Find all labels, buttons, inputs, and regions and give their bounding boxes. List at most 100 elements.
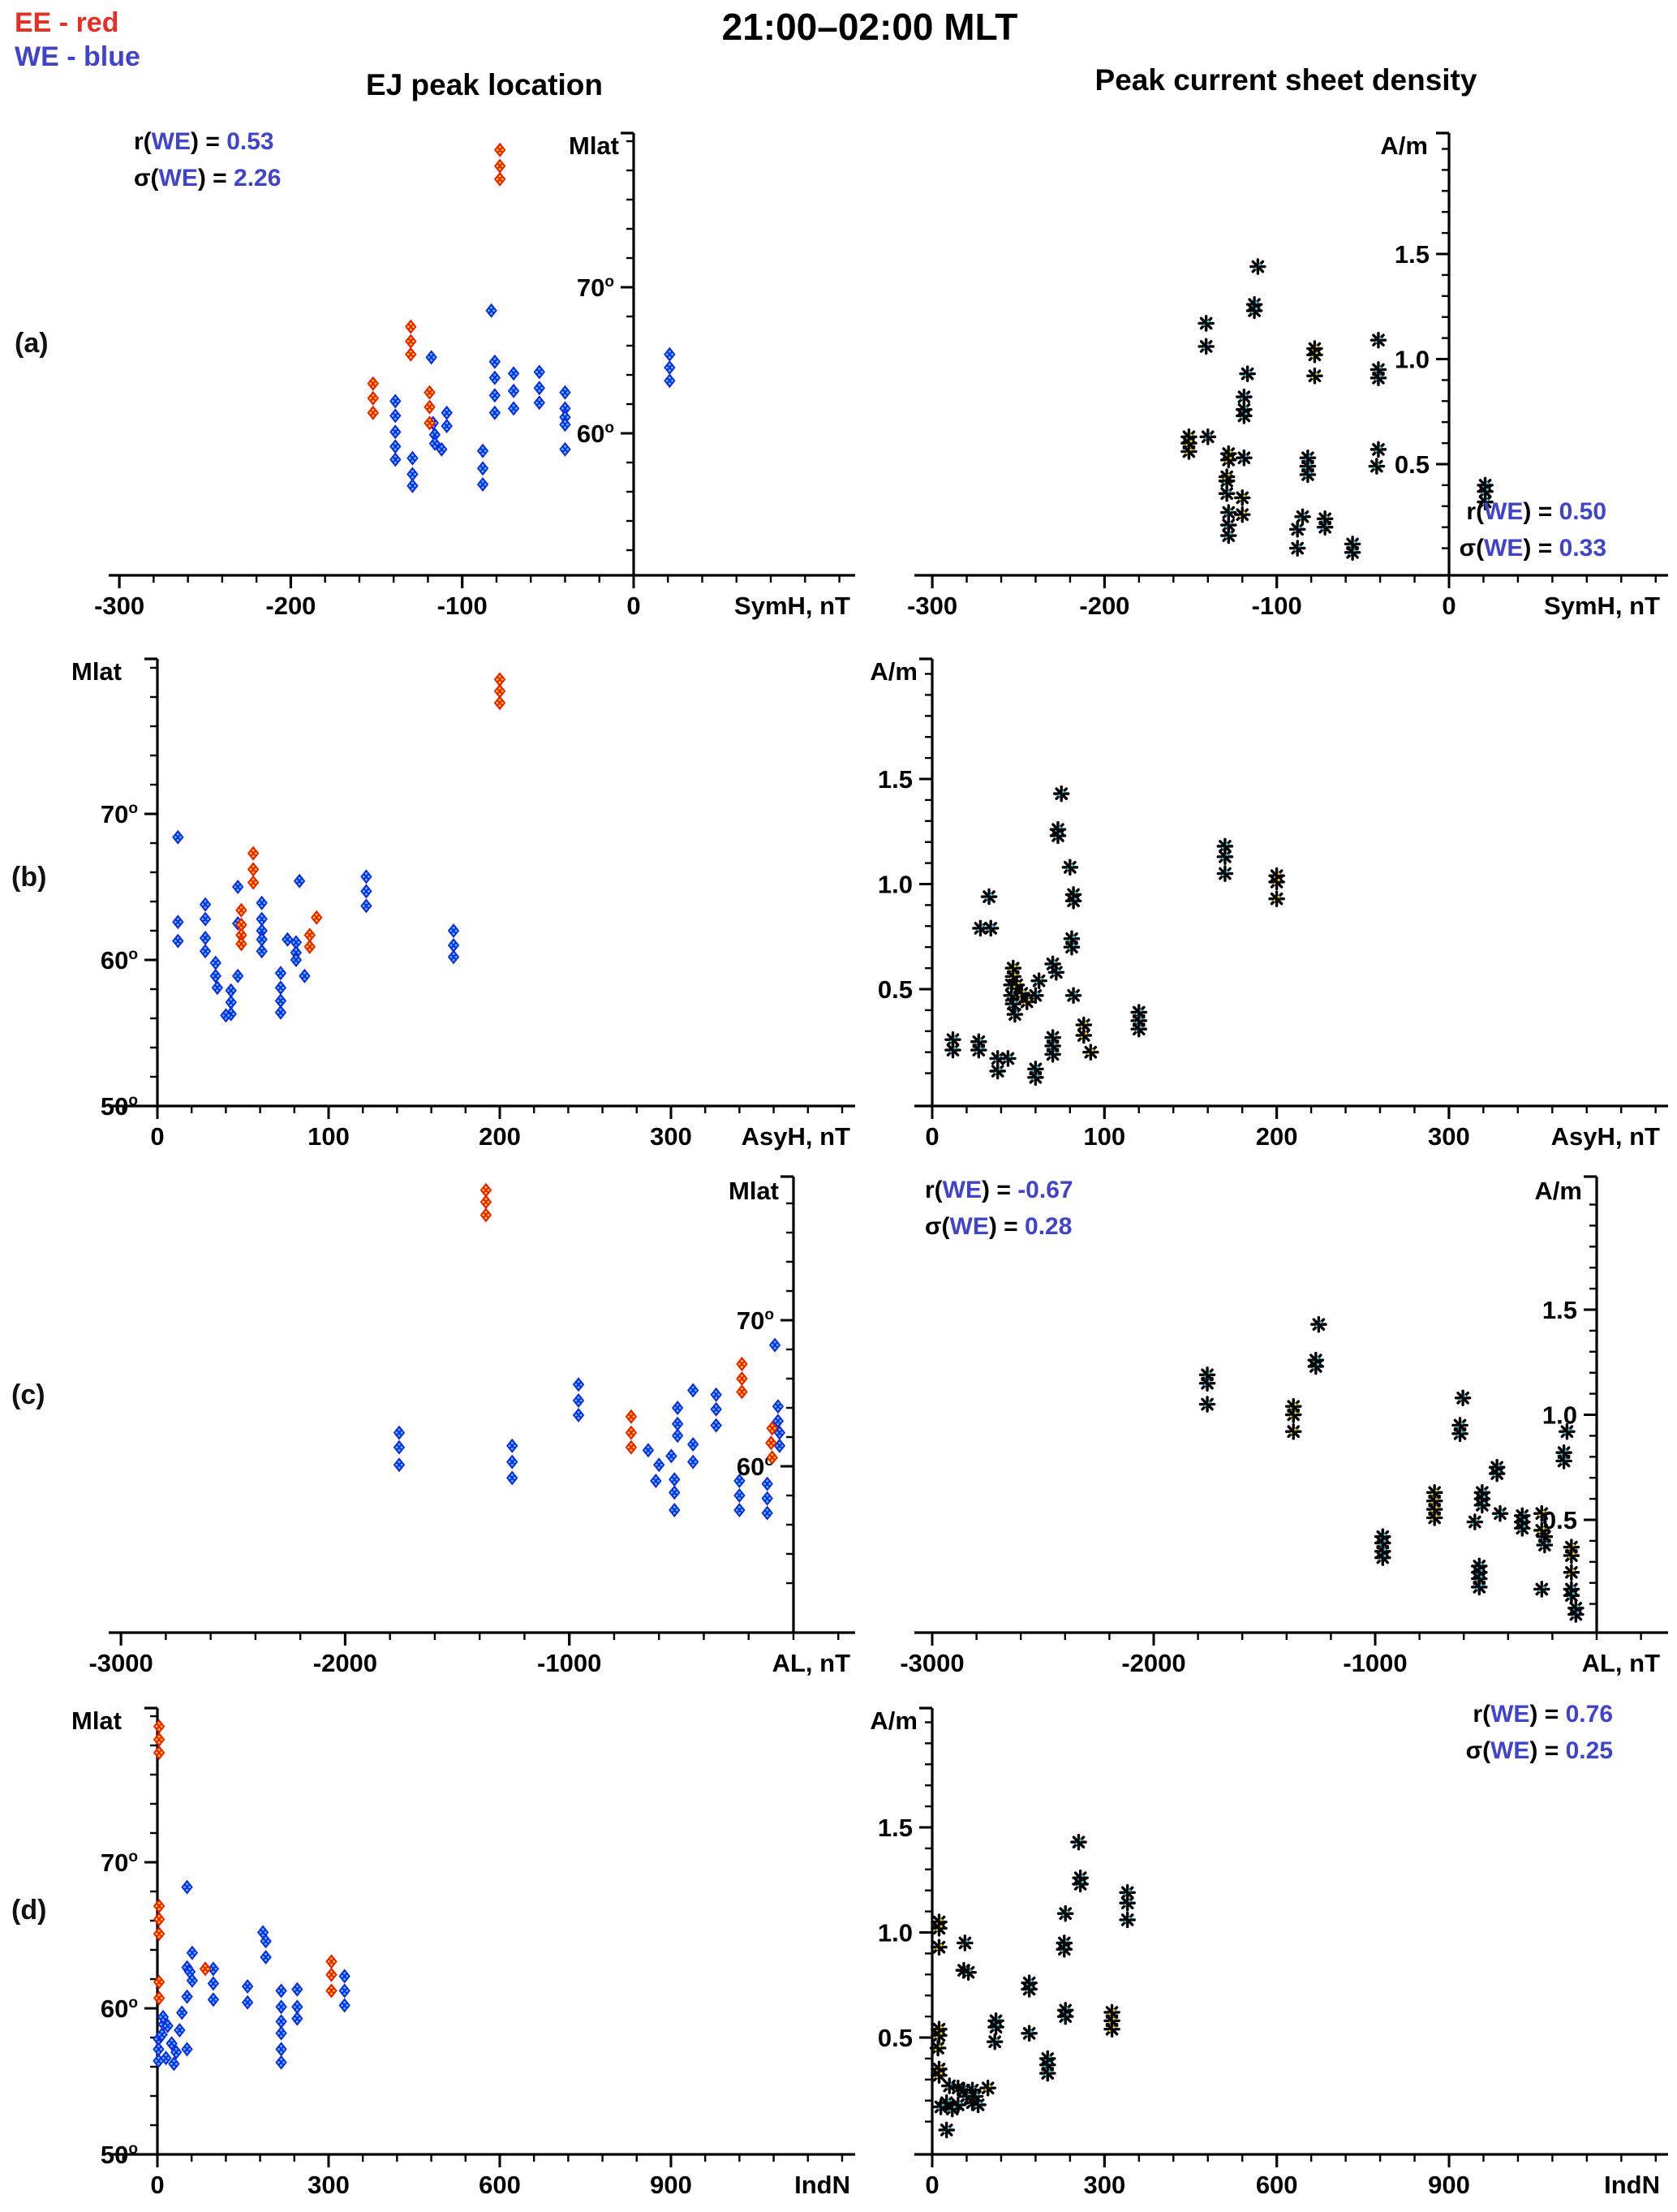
x-tick-label: -3000 [900, 1649, 964, 1677]
data-point-diamond [424, 415, 436, 431]
x-tick-label: 900 [1428, 2171, 1470, 2199]
series-we-a-left [389, 303, 676, 493]
x-axis-title: IndN [794, 2171, 850, 2199]
y-tick-label: 70o [101, 1848, 138, 1877]
data-point-diamond [247, 875, 260, 890]
data-point-diamond [367, 376, 380, 391]
column-header-right: Peak current sheet density [1094, 63, 1477, 97]
panel-c-right: -3000 -2000 -1000 AL, nT1.51.00.5A/m [900, 1175, 1668, 1677]
data-point-diamond [174, 2023, 186, 2038]
y-tick-label: 60o [101, 1995, 138, 2023]
data-point-diamond [389, 439, 402, 454]
data-point-diamond [256, 923, 268, 938]
y-tick-label: 1.5 [1542, 1296, 1577, 1324]
data-point-asterisk [1119, 1911, 1136, 1929]
y-tick-label: 60o [577, 420, 614, 448]
data-point-diamond [247, 846, 260, 861]
data-point-asterisk [1239, 365, 1256, 382]
data-point-diamond [476, 443, 489, 458]
x-tick-label: 600 [479, 2171, 521, 2199]
data-point-asterisk [1284, 1406, 1302, 1423]
data-point-diamond [664, 373, 676, 389]
data-point-diamond [389, 394, 402, 409]
data-point-diamond [235, 902, 247, 918]
data-point-diamond [156, 2027, 168, 2042]
data-point-asterisk [1307, 1358, 1325, 1375]
data-point-asterisk [944, 1041, 961, 1059]
data-point-diamond [572, 1408, 585, 1422]
y-axis-title: Mlat [729, 1177, 779, 1205]
data-point-diamond [493, 683, 506, 699]
series-ee-d-right [929, 1913, 1120, 2097]
data-point-asterisk [1473, 1496, 1491, 1514]
x-axis-title: AsyH, nT [1551, 1122, 1660, 1151]
data-point-asterisk [1513, 1520, 1531, 1537]
data-point-diamond [710, 1401, 722, 1417]
data-point-asterisk [1119, 1883, 1136, 1901]
data-point-asterisk [1233, 489, 1251, 506]
data-point-diamond [161, 2018, 174, 2033]
data-point-diamond [274, 980, 287, 996]
data-point-diamond [669, 1472, 681, 1487]
x-axis-title: AL, nT [772, 1649, 850, 1677]
data-point-diamond [274, 966, 287, 981]
data-point-diamond [406, 450, 419, 466]
data-point-diamond [506, 1454, 518, 1470]
data-point-diamond [493, 158, 506, 174]
x-axis-title: SymH, nT [734, 592, 850, 620]
data-point-diamond [533, 381, 545, 396]
data-point-asterisk [970, 1041, 987, 1059]
data-point-asterisk [1466, 1513, 1484, 1530]
data-point-asterisk [1533, 1581, 1550, 1598]
data-point-diamond [687, 1437, 699, 1452]
data-point-asterisk [1344, 544, 1361, 562]
data-point-diamond [153, 1732, 166, 1747]
data-point-diamond [405, 334, 417, 349]
data-point-asterisk [1044, 1045, 1061, 1063]
data-point-diamond [488, 370, 501, 385]
data-point-asterisk [1219, 527, 1237, 544]
y-tick-label: 70o [737, 1306, 774, 1335]
data-point-diamond [625, 1425, 638, 1440]
data-point-diamond [290, 953, 303, 967]
data-point-diamond [406, 478, 419, 493]
legend-ee: EE - red [15, 7, 119, 38]
data-point-diamond [559, 417, 571, 433]
row-label-a: (a) [15, 328, 49, 359]
data-point-asterisk [1310, 1315, 1327, 1333]
data-point-diamond [765, 1435, 777, 1451]
data-point-diamond [493, 142, 506, 157]
data-point-diamond [172, 914, 184, 930]
y-tick-label: 1.0 [878, 871, 913, 899]
data-point-asterisk [1306, 367, 1323, 385]
data-point-diamond [183, 1965, 196, 1979]
x-axis-title: AL, nT [1582, 1649, 1660, 1677]
annotation-panel-a: r(WE) = 0.53 σ(WE) = 2.26 [134, 123, 281, 196]
data-point-diamond [293, 873, 306, 889]
data-point-diamond [424, 385, 436, 400]
data-point-asterisk [1216, 848, 1234, 866]
data-point-diamond [153, 1899, 166, 1913]
data-point-diamond [153, 1974, 166, 1990]
y-tick-label: 1.5 [1395, 240, 1430, 269]
data-point-asterisk [960, 1964, 977, 1982]
data-point-diamond [209, 955, 221, 970]
annotation-panel-d: r(WE) = 0.76 σ(WE) = 0.25 [1331, 1696, 1613, 1769]
data-point-asterisk [1370, 369, 1387, 387]
data-point-diamond [393, 1457, 406, 1473]
data-point-asterisk [1284, 1422, 1302, 1440]
data-point-asterisk [987, 2018, 1004, 2036]
annotation-r-line: r(WE) = 0.50 [1466, 498, 1606, 525]
data-point-asterisk [1006, 1005, 1024, 1023]
data-point-diamond [275, 2014, 287, 2029]
x-tick-label: -100 [437, 592, 488, 620]
data-point-diamond [493, 672, 506, 687]
data-point-diamond [425, 350, 437, 365]
column-header-left: EJ peak location [366, 68, 603, 101]
data-point-diamond [199, 911, 212, 927]
data-point-diamond [291, 1982, 303, 1997]
data-point-asterisk [1216, 837, 1234, 855]
data-point-diamond [405, 319, 417, 334]
data-point-diamond [671, 1416, 684, 1431]
